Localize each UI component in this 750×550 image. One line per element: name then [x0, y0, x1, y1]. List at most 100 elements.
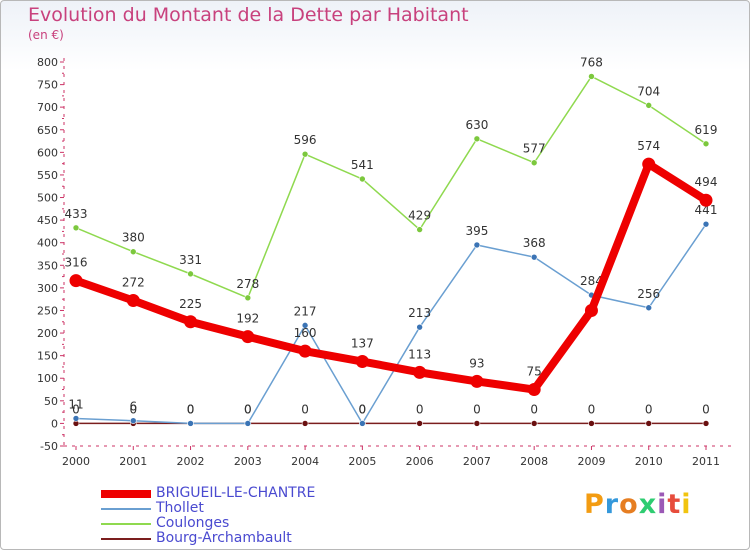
- data-point-coulonges: [244, 294, 252, 302]
- data-label-bourg-archambault: 0: [129, 402, 137, 416]
- data-label-thollet: 0: [187, 402, 195, 416]
- legend-swatch-thollet: [101, 508, 151, 510]
- data-point-brigueil-le-chantre: [355, 355, 369, 369]
- data-label-bourg-archambault: 0: [588, 402, 596, 416]
- data-label-brigueil-le-chantre: 192: [236, 312, 259, 326]
- y-tick-label: 50: [44, 395, 58, 408]
- x-tick-label: 2010: [635, 455, 663, 468]
- data-point-brigueil-le-chantre: [69, 274, 83, 288]
- data-point-brigueil-le-chantre: [298, 344, 312, 358]
- data-label-coulonges: 278: [236, 277, 259, 291]
- data-point-brigueil-le-chantre: [126, 294, 140, 308]
- proxiti-logo: Proxiti: [584, 489, 692, 520]
- data-point-coulonges: [359, 175, 366, 183]
- legend-label-thollet: Thollet: [156, 500, 204, 516]
- y-tick-label: 0: [51, 417, 58, 430]
- data-point-bourg-archambault: [416, 420, 423, 427]
- y-tick-label: 300: [37, 282, 58, 295]
- x-tick-label: 2004: [291, 455, 319, 468]
- chart-unit-label: (en €): [28, 28, 64, 42]
- data-label-thollet: 0: [244, 402, 252, 416]
- data-label-bourg-archambault: 0: [416, 402, 424, 416]
- data-label-coulonges: 577: [523, 142, 546, 156]
- data-point-thollet: [72, 415, 80, 422]
- data-point-thollet: [359, 420, 366, 427]
- data-point-bourg-archambault: [301, 420, 309, 427]
- data-label-bourg-archambault: 0: [530, 402, 538, 416]
- data-point-bourg-archambault: [530, 420, 538, 427]
- data-label-thollet: 213: [408, 306, 431, 320]
- data-point-brigueil-le-chantre: [184, 315, 198, 329]
- data-label-bourg-archambault: 0: [473, 402, 481, 416]
- data-label-thollet: 395: [465, 224, 488, 238]
- data-label-thollet: 217: [294, 304, 317, 318]
- data-label-thollet: 441: [695, 203, 718, 217]
- legend-swatch-bourg-archambault: [101, 538, 151, 540]
- y-tick-label: 750: [37, 79, 58, 92]
- data-label-coulonges: 380: [122, 231, 145, 245]
- data-label-brigueil-le-chantre: 93: [469, 356, 484, 370]
- x-tick-label: 2005: [348, 455, 376, 468]
- data-label-brigueil-le-chantre: 75: [527, 365, 542, 379]
- data-label-brigueil-le-chantre: 494: [695, 175, 718, 189]
- data-label-brigueil-le-chantre: 272: [122, 276, 145, 290]
- data-point-thollet: [473, 241, 481, 249]
- data-point-coulonges: [416, 226, 423, 233]
- data-label-coulonges: 630: [465, 118, 488, 132]
- data-label-brigueil-le-chantre: 316: [65, 256, 88, 270]
- y-tick-label: 450: [37, 214, 58, 227]
- data-label-coulonges: 331: [179, 253, 202, 267]
- data-label-bourg-archambault: 0: [359, 402, 367, 416]
- data-label-bourg-archambault: 0: [72, 402, 80, 416]
- series-line-brigueil-le-chantre: [72, 160, 710, 394]
- chart-title: Evolution du Montant de la Dette par Hab…: [28, 4, 469, 26]
- logo-letter: o: [619, 489, 639, 520]
- data-label-bourg-archambault: 0: [244, 402, 252, 416]
- data-point-bourg-archambault: [588, 420, 595, 427]
- data-label-coulonges: 429: [408, 209, 431, 223]
- data-label-coulonges: 704: [637, 84, 660, 98]
- x-tick-label: 2001: [119, 455, 147, 468]
- y-tick-label: 350: [37, 259, 58, 272]
- data-point-bourg-archambault: [702, 420, 710, 427]
- x-tick-label: 2011: [692, 455, 720, 468]
- y-tick-label: 400: [37, 237, 58, 250]
- y-tick-label: 100: [37, 372, 58, 385]
- data-point-brigueil-le-chantre: [699, 193, 713, 207]
- x-tick-label: 2007: [463, 455, 491, 468]
- data-label-thollet: 0: [359, 402, 367, 416]
- legend-label-brigueil: BRIGUEIL-LE-CHANTRE: [156, 485, 316, 501]
- x-tick-label: 2002: [177, 455, 205, 468]
- y-tick-label: 250: [37, 304, 58, 317]
- legend-label-coulonges: Coulonges: [156, 515, 230, 531]
- data-label-thollet: 284: [580, 274, 603, 288]
- data-label-brigueil-le-chantre: 137: [351, 337, 374, 351]
- data-label-brigueil-le-chantre: 113: [408, 347, 431, 361]
- legend-swatch-coulonges: [101, 523, 151, 525]
- data-label-bourg-archambault: 0: [301, 402, 309, 416]
- data-point-coulonges: [72, 224, 80, 232]
- data-label-coulonges: 619: [695, 123, 718, 137]
- y-tick-label: -50: [40, 440, 58, 453]
- logo-letter: i: [681, 489, 692, 520]
- data-point-thollet: [530, 253, 538, 261]
- series-line-thollet: [75, 223, 707, 425]
- x-tick-label: 2000: [62, 455, 90, 468]
- logo-letter: r: [604, 489, 620, 520]
- y-tick-label: 500: [37, 192, 58, 205]
- data-point-bourg-archambault: [473, 420, 481, 427]
- data-label-thollet: 6: [129, 400, 137, 414]
- data-label-coulonges: 541: [351, 158, 374, 172]
- data-point-thollet: [244, 420, 252, 427]
- data-point-brigueil-le-chantre: [413, 365, 427, 379]
- data-label-thollet: 256: [637, 287, 660, 301]
- data-point-bourg-archambault: [645, 420, 653, 427]
- data-label-brigueil-le-chantre: 160: [294, 326, 317, 340]
- data-point-brigueil-le-chantre: [584, 303, 598, 317]
- data-label-coulonges: 596: [294, 133, 317, 147]
- data-point-thollet: [416, 323, 423, 331]
- data-point-coulonges: [588, 73, 595, 80]
- data-label-bourg-archambault: 0: [187, 402, 195, 416]
